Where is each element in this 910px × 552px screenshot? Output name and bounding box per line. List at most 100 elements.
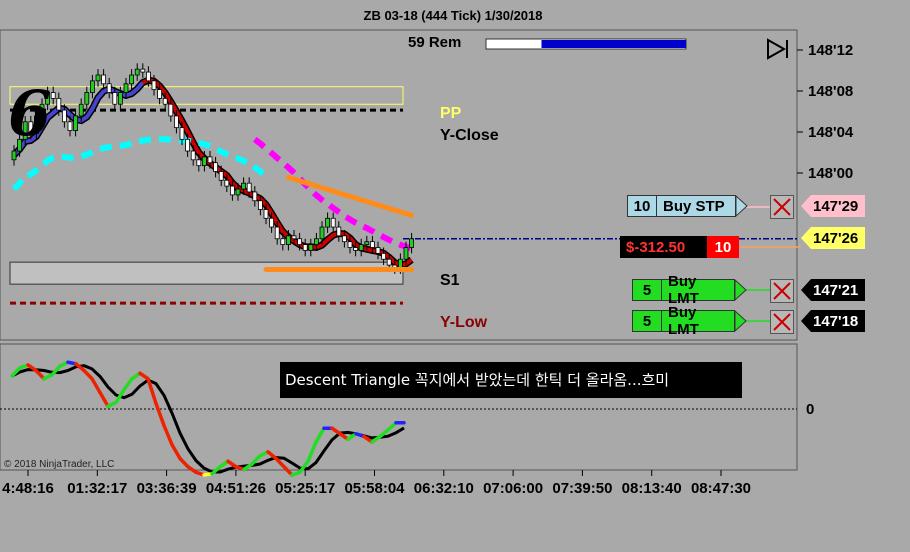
oscillator-segment [298,459,310,474]
oscillator-segment [34,368,46,381]
candle-body [347,241,353,248]
candle-body [28,121,34,134]
oscillator-segment [10,366,22,378]
trendline-upper [285,174,415,218]
y-tick-label: 148'12 [808,42,853,59]
candle-body [319,226,325,240]
candle-body [185,138,191,152]
candle-body [106,83,112,93]
candle-body [22,121,28,140]
oscillator-segment [154,401,166,428]
candle-body [123,83,129,93]
candle-body [73,115,78,131]
cancel-buy-stp-button[interactable] [770,195,794,219]
ma-slow-cyan [11,136,268,192]
oscillator-segment [210,465,222,476]
candle-body [11,150,17,161]
watermark-number: 6 [8,77,51,150]
candle-body [101,74,106,85]
pp-label: PP [440,105,462,122]
remaining-label: 59 Rem [408,34,461,51]
candle-body [56,97,62,111]
x-tick-label: 4:48:16 [2,480,54,497]
buy-lmt-2-price-tag: 147'18 [801,310,865,332]
candle-body [45,92,50,105]
oscillator-segment [170,443,182,461]
cancel-buy-lmt-2-button[interactable] [770,310,794,334]
candle-body [157,89,163,99]
oscillator-segment [122,377,134,392]
toolbar-play-icon[interactable] [767,38,788,60]
close-icon [773,198,791,216]
candle-body [95,74,101,82]
current-price-tag: 147'26 [801,227,865,249]
annotation-text: Descent Triangle 꼭지에서 받았는데 한틱 더 올라옴...흐미 [285,371,669,389]
candle-body [162,97,168,105]
oscillator-segment [114,388,126,405]
candle-body [364,241,370,246]
candle-body [179,127,185,140]
close-icon [773,282,791,300]
chart-title: ZB 03-18 (444 Tick) 1/30/2018 [364,8,543,23]
candle-body [313,238,319,246]
x-tick-label: 05:58:04 [344,480,405,497]
candle-body [134,68,140,76]
candle-body [274,226,280,240]
candle-body [67,121,73,131]
candle-body [201,156,207,167]
candle-body [213,162,219,172]
candle-body [291,235,297,240]
oscillator-segment [82,368,94,381]
candle-body [280,238,286,246]
buy-stp-qty[interactable]: 10 [627,195,657,217]
candle-body [341,235,347,243]
candle-body [257,200,263,210]
candle-body [246,182,252,193]
candle-body [39,103,45,117]
buy-stp-label[interactable]: Buy STP [657,195,736,217]
candle-body [285,235,291,246]
y-tick-label: 148'00 [808,165,853,182]
x-tick-label: 08:47:30 [691,480,751,497]
buy-lmt-1-label[interactable]: Buy LMT [662,273,735,307]
close-icon [773,313,791,331]
y-close-label: Y-Close [440,127,499,144]
position-display[interactable]: $-312.50 10 [620,236,739,258]
candle-body [302,244,308,251]
buy-lmt-2-label[interactable]: Buy LMT [662,304,735,338]
buy-stp-order[interactable]: 10 Buy STP [627,195,748,217]
oscillator-segment [98,390,110,408]
oscillator-segment [274,456,286,469]
candle-body [190,150,196,161]
candle-body [50,92,56,99]
buy-lmt-order-1[interactable]: 5 Buy LMT [632,273,747,307]
candle-body [145,71,151,82]
candle-body [218,171,224,181]
candle-body [112,92,118,105]
candle-body [140,68,146,73]
copyright-text: © 2018 NinjaTrader, LLC [4,459,114,470]
x-tick-label: 01:32:17 [67,480,127,497]
candle-body [358,244,364,251]
pp-band [9,86,404,105]
candle-body [381,252,387,260]
x-tick-label: 03:36:39 [137,480,197,497]
candle-body [336,226,342,237]
cancel-buy-lmt-1-button[interactable] [770,279,794,303]
oscillator-segment [90,377,102,395]
buy-lmt-1-qty[interactable]: 5 [632,279,662,301]
oscillator-segment [50,364,62,377]
position-qty[interactable]: 10 [707,236,739,258]
candle-body [129,74,135,85]
buy-lmt-2-qty[interactable]: 5 [632,310,662,332]
candle-body [403,247,409,260]
x-tick-label: 06:32:10 [414,480,474,497]
s1-band [9,261,404,285]
candle-body [118,92,123,105]
x-tick-label: 08:13:40 [622,480,682,497]
buy-lmt-order-2[interactable]: 5 Buy LMT [632,304,747,338]
candle-body [386,258,392,266]
oscillator-segment [306,440,318,463]
oscillator-segment [282,465,294,477]
